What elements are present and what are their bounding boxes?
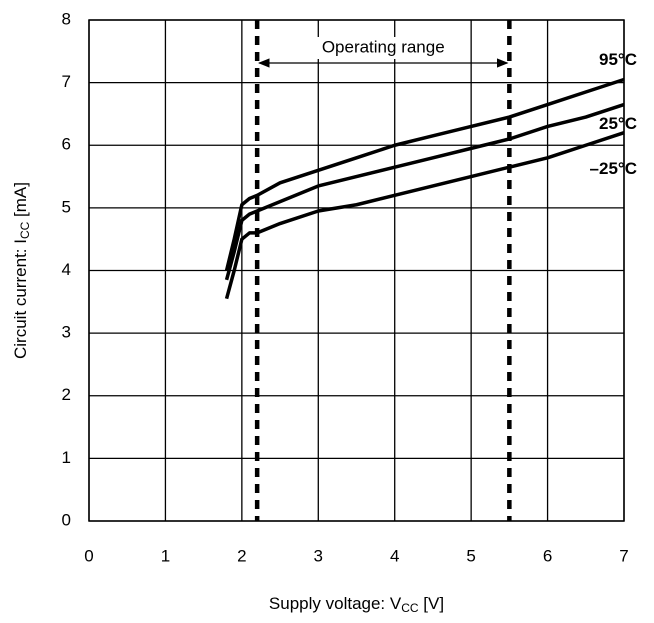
y-tick-label: 5 — [62, 197, 71, 216]
x-tick-label: 3 — [314, 546, 323, 565]
x-axis-label: Supply voltage: VCC [V] — [269, 594, 444, 615]
series-line — [224, 77, 625, 271]
y-axis-label-part: [mA] — [11, 182, 30, 222]
annotation: Operating range — [322, 37, 445, 56]
x-tick-label: 4 — [390, 546, 399, 565]
annotation-bg — [305, 37, 462, 59]
series-line — [224, 131, 625, 300]
x-tick-label: 2 — [237, 546, 246, 565]
y-tick-label: 6 — [62, 135, 71, 154]
y-tick-label: 7 — [62, 72, 71, 91]
y-tick-label: 2 — [62, 385, 71, 404]
y-axis-label-part: CC — [18, 221, 32, 239]
y-axis-label: Circuit current: ICC [mA] — [11, 182, 32, 359]
x-tick-label: 6 — [543, 546, 552, 565]
x-axis-label-part: [V] — [419, 594, 445, 613]
series-label: 25°C — [599, 114, 637, 133]
x-axis-label-part: Supply voltage: V — [269, 594, 402, 613]
y-tick-label: 0 — [62, 510, 71, 529]
plot-frame — [88, 19, 625, 522]
x-tick-label: 1 — [161, 546, 170, 565]
y-tick-label: 3 — [62, 323, 71, 342]
y-tick-label: 1 — [62, 448, 71, 467]
y-axis-label-part: Circuit current: I — [11, 239, 30, 359]
x-tick-label: 7 — [619, 546, 628, 565]
y-tick-label: 4 — [62, 260, 71, 279]
y-tick-label: 8 — [62, 9, 71, 28]
series-label: 95°C — [599, 50, 637, 69]
x-tick-label: 0 — [84, 546, 93, 565]
x-axis-label-part: CC — [401, 601, 419, 615]
series-label: –25°C — [590, 159, 637, 178]
x-tick-label: 5 — [466, 546, 475, 565]
series-line — [224, 102, 625, 281]
